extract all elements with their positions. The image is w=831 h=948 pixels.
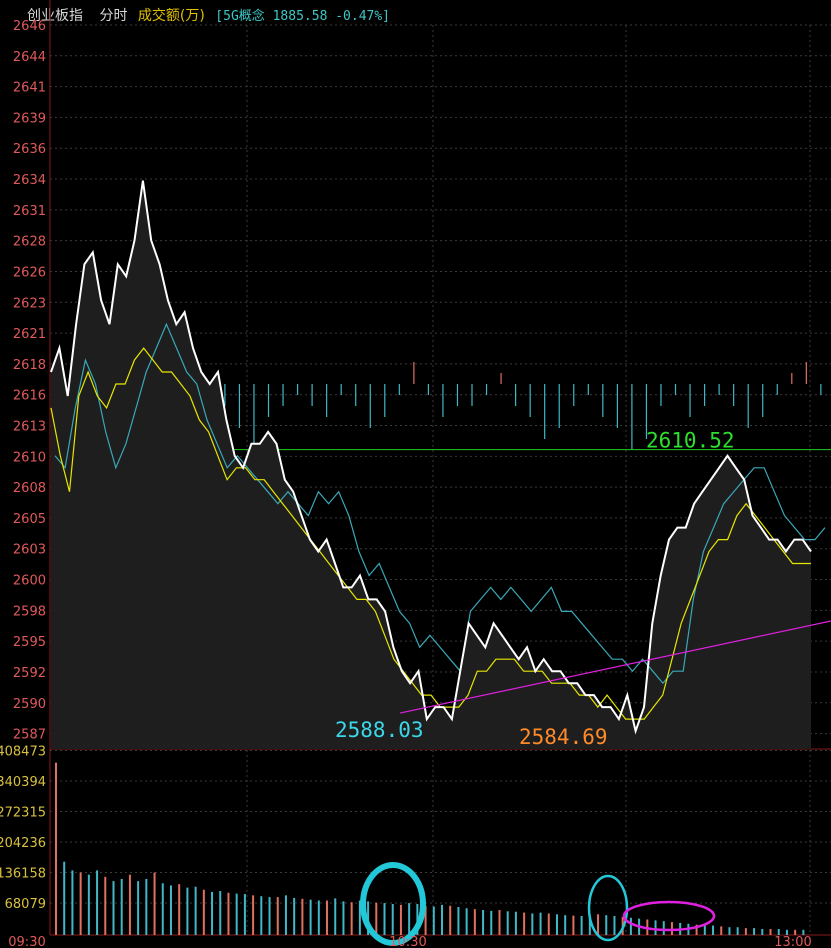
avg-price-line (50, 347, 811, 720)
price-tick: 2636 (13, 142, 46, 157)
volume-tick: 340394 (0, 775, 46, 790)
price-tick: 2600 (13, 574, 46, 589)
price-tick: 2616 (13, 389, 46, 404)
highlight-circle-3 (622, 900, 716, 932)
price-tick: 2623 (13, 296, 46, 311)
overlay-info: [5G概念 1885.58 -0.47%] (215, 9, 391, 24)
low2-label: 2584.69 (519, 725, 608, 749)
volume-tick: 204236 (0, 836, 46, 851)
highlight-circle-1 (360, 862, 426, 946)
mode-label[interactable]: 分时 (99, 8, 128, 24)
price-tick: 2644 (13, 50, 46, 65)
low1-label: 2588.03 (335, 718, 424, 742)
price-tick: 2595 (13, 635, 46, 650)
volume-tick: 408473 (0, 745, 46, 760)
time-label: 13:00 (774, 935, 811, 948)
price-tick: 2587 (13, 728, 46, 743)
price-tick: 2618 (13, 358, 46, 373)
volume-label: 成交额(万) (137, 8, 205, 24)
volume-tick: 68079 (5, 897, 46, 912)
price-tick: 2626 (13, 265, 46, 280)
price-tick: 2613 (13, 420, 46, 435)
index-name: 创业板指 (27, 8, 83, 24)
price-tick: 2598 (13, 604, 46, 619)
time-label: 09:30 (8, 935, 45, 948)
price-tick: 2641 (13, 81, 46, 96)
price-line (50, 180, 812, 735)
price-tick: 2590 (13, 697, 46, 712)
price-tick: 2610 (13, 450, 46, 465)
price-tick: 2603 (13, 543, 46, 558)
support-big-label: 2610.52 (646, 429, 735, 453)
price-tick: 2639 (13, 111, 46, 126)
highlight-circle-2 (587, 874, 629, 942)
trend-line (399, 620, 831, 714)
price-tick: 2605 (13, 512, 46, 527)
price-tick: 2608 (13, 481, 46, 496)
price-area (51, 180, 811, 750)
price-tick: 2628 (13, 235, 46, 250)
price-tick: 2621 (13, 327, 46, 342)
volume-tick: 272315 (0, 806, 46, 821)
price-tick: 2631 (13, 204, 46, 219)
time-label: 10:30 (389, 935, 426, 948)
price-tick: 2646 (13, 19, 46, 34)
volume-tick: 136158 (0, 866, 46, 881)
chart-header: 创业板指 分时 成交额(万) [5G概念 1885.58 -0.47%] (27, 5, 390, 25)
price-tick: 2634 (13, 173, 46, 188)
price-tick: 2592 (13, 666, 46, 681)
